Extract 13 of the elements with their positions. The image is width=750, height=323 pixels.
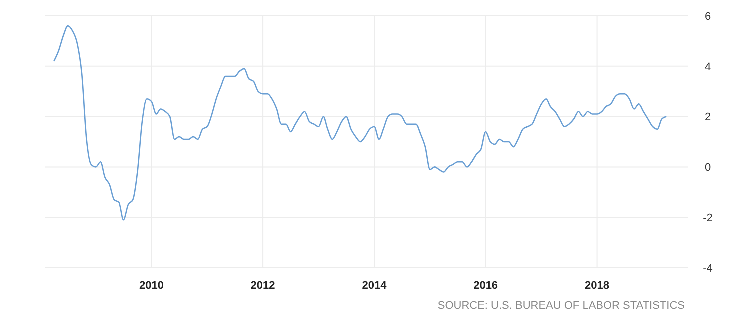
y-tick-label: 6: [704, 10, 712, 23]
line-series: [54, 25, 668, 221]
x-tick-label: 2018: [585, 280, 610, 292]
y-tick-label: 0: [704, 162, 712, 174]
x-tick-label: 2014: [362, 280, 388, 292]
y-tick-label: 4: [704, 61, 712, 74]
x-tick-label: 2016: [474, 280, 498, 292]
y-tick-label: 2: [704, 112, 712, 124]
x-tick-label: 2012: [250, 280, 276, 292]
source-note: SOURCE: U.S. BUREAU OF LABOR STATISTICS: [438, 300, 685, 312]
x-tick-label: 2010: [139, 280, 164, 292]
y-tick-label: -2: [703, 212, 713, 224]
y-tick-label: -4: [703, 262, 713, 275]
